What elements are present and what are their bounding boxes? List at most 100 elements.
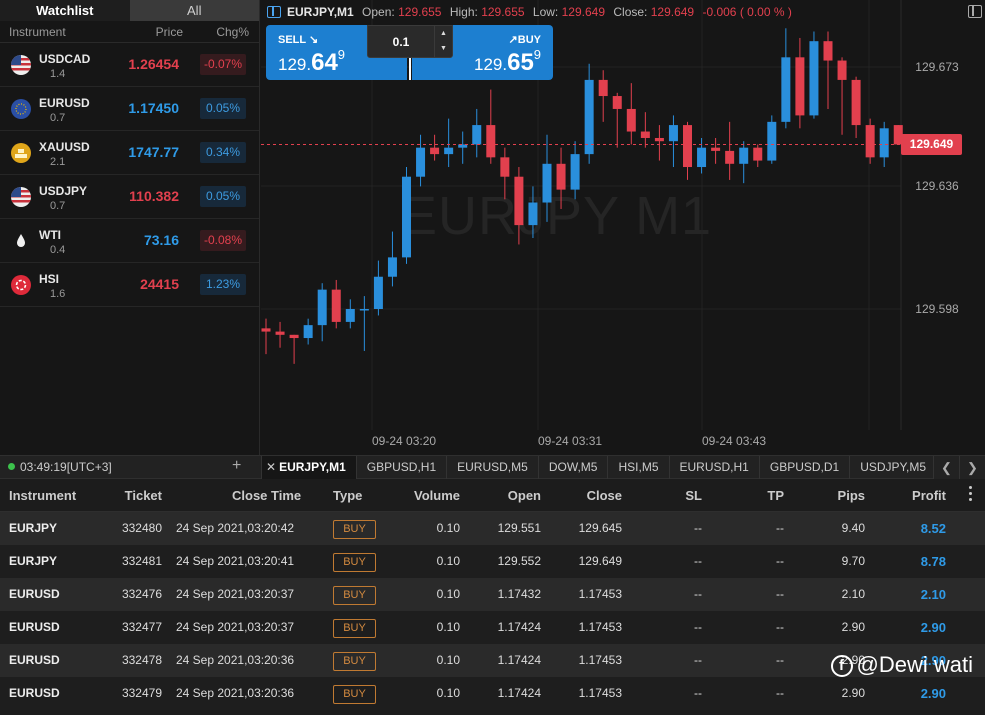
eu-flag-icon xyxy=(11,99,31,119)
symbol-tabs: ✕ EURJPY,M1 GBPUSD,H1 EURUSD,M5 DOW,M5 HSI,M5… xyxy=(261,456,936,479)
oil-drop-icon xyxy=(11,231,31,251)
cell-profit: 2.90 xyxy=(920,653,946,668)
x-tick-label: 09-24 03:20 xyxy=(372,434,437,448)
chart-tab-eurjpy-m1[interactable]: ✕ EURJPY,M1 xyxy=(261,456,356,479)
user-watermark: f @Dewi wati xyxy=(830,652,973,679)
candle-bullish xyxy=(570,141,580,200)
watchlist-item-eurusd[interactable]: EURUSD 0.7 1.17450 0.05% xyxy=(0,87,259,131)
candle-bullish xyxy=(809,31,819,119)
candle-body xyxy=(584,79,594,155)
quantity-value[interactable]: 0.1 xyxy=(392,35,410,49)
watchlist-item-xauusd[interactable]: XAUUSD 2.1 1747.77 0.34% xyxy=(0,131,259,175)
tab-watchlist[interactable]: Watchlist xyxy=(0,0,130,21)
buy-badge: BUY xyxy=(333,586,376,605)
candle-body xyxy=(331,289,341,322)
x-tick-label: 09-24 03:31 xyxy=(538,434,603,448)
candle-bearish xyxy=(430,134,440,161)
col-sl[interactable]: SL xyxy=(685,488,702,503)
candle-body xyxy=(430,147,440,155)
candle-bearish xyxy=(851,76,861,138)
table-row[interactable]: EURUSD 332476 24 Sep 2021,03:20:37 BUY 0.10 1… xyxy=(0,578,985,611)
candle-bullish xyxy=(542,134,552,222)
buy-price-pre: 129. xyxy=(474,55,508,74)
cell-sl: -- xyxy=(694,686,702,700)
candle-bullish xyxy=(317,283,327,342)
candlestick-chart[interactable] xyxy=(261,0,985,455)
chart-tab-eurusd-m5[interactable]: EURUSD,M5 xyxy=(446,456,538,479)
candle-body xyxy=(598,79,608,97)
facebook-icon: f xyxy=(830,655,853,677)
x-tick-label: 09-24 03:43 xyxy=(702,434,767,448)
cell-type: BUY xyxy=(333,545,376,578)
col-tp[interactable]: TP xyxy=(767,488,784,503)
table-row[interactable]: EURUSD 332477 24 Sep 2021,03:20:37 BUY 0.10 1… xyxy=(0,611,985,644)
watchlist-change: -0.07% xyxy=(200,54,246,75)
caret-up-icon[interactable]: ▲ xyxy=(440,30,447,37)
col-instrument[interactable]: Instrument xyxy=(9,488,77,503)
table-row[interactable]: EURUSD 332479 24 Sep 2021,03:20:36 BUY 0.10 1… xyxy=(0,677,985,710)
one-click-trade-panel: SELL ↘ 129.649 ↗BUY 129.659 0.1 ▲ ▼ xyxy=(266,25,553,80)
candle-bearish xyxy=(795,37,805,129)
candle-body xyxy=(275,331,285,335)
cell-sl: -- xyxy=(694,554,702,568)
watchlist-change: 0.05% xyxy=(200,186,246,207)
low-value: 129.649 xyxy=(561,5,606,19)
candle-bearish xyxy=(725,121,735,180)
watchlist-item-hsi[interactable]: HSI 1.6 24415 1.23% xyxy=(0,263,259,307)
watchlist-item-wti[interactable]: WTI 0.4 73.16 -0.08% xyxy=(0,219,259,263)
close-tab-icon[interactable]: ✕ xyxy=(266,460,277,474)
maximize-icon[interactable] xyxy=(968,5,982,18)
header-instrument: Instrument xyxy=(9,25,66,39)
chart-tab-dow-m5[interactable]: DOW,M5 xyxy=(537,456,608,479)
cell-pips: 2.10 xyxy=(841,587,865,601)
col-open[interactable]: Open xyxy=(507,488,541,503)
chart-tab-gbpusd-d1[interactable]: GBPUSD,D1 xyxy=(758,456,849,479)
col-volume[interactable]: Volume xyxy=(414,488,460,503)
candle-body xyxy=(289,334,299,339)
col-close[interactable]: Close xyxy=(586,488,622,503)
col-ticket[interactable]: Ticket xyxy=(124,488,162,503)
col-close-time[interactable]: Close Time xyxy=(232,488,302,503)
watchlist-item-usdcad[interactable]: USDCAD 1.4 1.26454 -0.07% xyxy=(0,43,259,87)
table-row[interactable]: EURUSD 332478 24 Sep 2021,03:20:36 BUY 0.10 1… xyxy=(0,644,985,677)
table-row[interactable]: EURJPY 332481 24 Sep 2021,03:20:41 BUY 0.10 1… xyxy=(0,545,985,578)
caret-down-icon[interactable]: ▼ xyxy=(440,45,447,52)
chart-tab-label: DOW,M5 xyxy=(548,460,598,474)
watchlist-item-usdjpy[interactable]: USDJPY 0.7 110.382 0.05% xyxy=(0,175,259,219)
more-options-icon[interactable] xyxy=(969,486,973,504)
candle-bearish xyxy=(289,334,299,364)
chart-tab-gbpusd-h1[interactable]: GBPUSD,H1 xyxy=(355,456,446,479)
watchlist-rows: USDCAD 1.4 1.26454 -0.07% EURUSD 0.7 1.17450 0.… xyxy=(0,43,259,307)
stepper-arrows[interactable]: ▲ ▼ xyxy=(434,26,452,57)
cell-close-time: 24 Sep 2021,03:20:37 xyxy=(176,587,295,601)
header-price: Price xyxy=(155,25,183,39)
chevron-right-icon[interactable]: ❯ xyxy=(959,456,985,479)
server-clock: 03:49:19[UTC+3] xyxy=(8,460,112,474)
cell-pips: 2.90 xyxy=(841,620,865,634)
candle-body xyxy=(486,125,496,158)
add-chart-button[interactable]: + xyxy=(232,457,242,474)
chart-tab-eurusd-h1[interactable]: EURUSD,H1 xyxy=(668,456,759,479)
buy-price: 129.659 xyxy=(474,47,541,77)
chevron-left-icon[interactable]: ❮ xyxy=(933,456,959,479)
col-pips[interactable]: Pips xyxy=(837,488,865,503)
candle-body xyxy=(542,163,552,203)
quantity-stepper[interactable]: 0.1 ▲ ▼ xyxy=(367,25,453,58)
col-type[interactable]: Type xyxy=(333,488,363,503)
cell-open: 129.552 xyxy=(497,554,541,568)
high-label: High: xyxy=(449,5,478,19)
candle-body xyxy=(865,125,875,158)
chart-panel[interactable]: EURJPY M1 EURJPY,M1 Open: 129.655 High: … xyxy=(261,0,985,455)
tab-all[interactable]: All xyxy=(129,0,259,21)
cell-type: BUY xyxy=(333,644,376,677)
chart-tab-hsi-m5[interactable]: HSI,M5 xyxy=(607,456,668,479)
chart-type-icon[interactable] xyxy=(267,6,281,18)
candle-body xyxy=(795,57,805,116)
col-profit[interactable]: Profit xyxy=(912,488,946,503)
table-row[interactable]: EURJPY 332480 24 Sep 2021,03:20:42 BUY 0.10 1… xyxy=(0,512,985,545)
cell-close-time: 24 Sep 2021,03:20:37 xyxy=(176,620,295,634)
cell-close: 129.649 xyxy=(578,554,622,568)
candle-body xyxy=(739,147,749,164)
chart-tab-label: GBPUSD,D1 xyxy=(769,460,840,474)
chart-tab-usdjpy-m5[interactable]: USDJPY,M5 xyxy=(849,456,936,479)
